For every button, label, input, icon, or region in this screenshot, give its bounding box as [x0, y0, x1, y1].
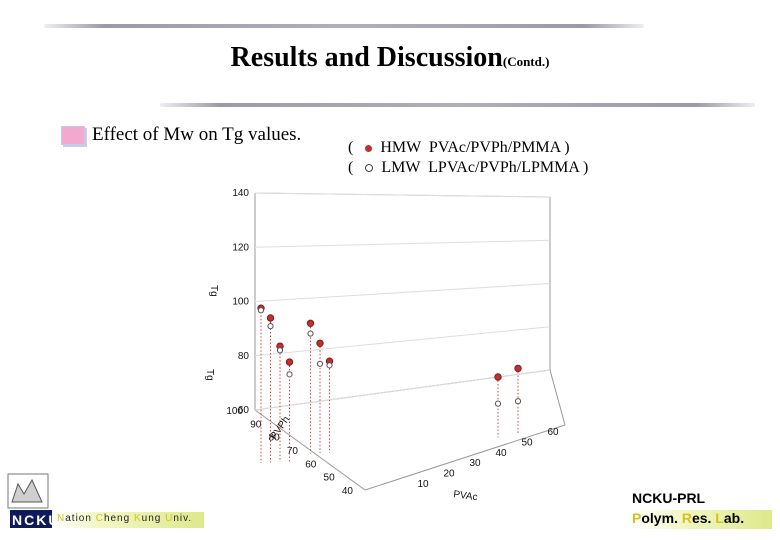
footer-left-initial: C — [95, 513, 104, 524]
gridline-tg — [254, 326, 551, 357]
footer-right-word: es. — [691, 510, 716, 526]
bullet-square-icon — [61, 126, 85, 145]
legend-close-paren: ) — [564, 139, 570, 156]
tick-label-pvph: 90 — [250, 419, 262, 430]
footer-left-initial: U — [165, 513, 174, 524]
page-title: Results and Discussion(Contd.) — [0, 42, 780, 74]
tick-label-tg: 100 — [232, 297, 249, 308]
floor-front-edge — [364, 424, 566, 491]
footer-left-initial: K — [133, 513, 142, 524]
tick-label-pvac: 50 — [521, 437, 533, 448]
gridline-tg — [254, 369, 551, 411]
legend-close-paren: ) — [583, 159, 589, 176]
point-lmw — [257, 307, 265, 314]
footer-right-word: ab. — [723, 510, 745, 526]
point-hmw — [514, 364, 522, 373]
open-dot-icon — [365, 164, 374, 173]
page-title-suffix: (Contd.) — [502, 54, 550, 69]
tick-label-pvac: 60 — [547, 427, 559, 438]
tick-label-pvac: 20 — [443, 469, 455, 480]
footer-left-bar — [52, 512, 204, 528]
footer-left-word: ation — [65, 513, 96, 524]
footer-right-initial: P — [632, 510, 642, 526]
footer-right-initial: L — [715, 510, 724, 526]
point-hmw — [316, 339, 324, 348]
footer-right-word: olym. — [641, 510, 682, 526]
footer-lab-code: NCKU-PRL — [632, 490, 706, 506]
tick-label-pvph: 40 — [342, 486, 354, 497]
footer-university-name: Nation Cheng Kung Univ. — [57, 513, 192, 524]
point-hmw — [306, 319, 315, 328]
header-decor-line-top — [44, 24, 644, 28]
tick-label-pvph: 60 — [305, 459, 317, 470]
floor-right-edge — [549, 369, 566, 426]
header-decor-line-bottom — [160, 103, 755, 107]
tick-label-pvac: 40 — [495, 448, 507, 459]
legend-open-paren: ( — [348, 159, 354, 176]
point-lmw — [316, 360, 324, 367]
legend-open-paren: ( — [348, 139, 354, 156]
tick-label-pvac: 10 — [417, 479, 429, 490]
footer-right-bar — [632, 510, 772, 529]
gridline-tg — [254, 239, 551, 248]
tg-3d-scatter-chart: 1401201008060TgTg100908070605040PVPh1020… — [204, 188, 566, 500]
footer-left-word: niv. — [173, 513, 193, 524]
ncku-logo-icon — [7, 473, 52, 528]
gridline-tg — [254, 192, 551, 198]
point-hmw — [494, 373, 502, 381]
page-title-main: Results and Discussion — [230, 42, 503, 73]
legend-lmw: ( LMW LPVAc/PVPh/LPMMA ) — [340, 141, 588, 177]
point-hmw — [285, 358, 294, 366]
axis-label-tg-secondary: Tg — [204, 369, 215, 381]
tick-label-pvph: 100 — [226, 406, 243, 417]
tick-label-pvph: 50 — [324, 473, 336, 484]
point-lmw — [267, 323, 274, 330]
tick-label-tg: 60 — [238, 405, 250, 416]
footer-left-initial: N — [57, 513, 66, 524]
point-lmw — [494, 400, 502, 407]
chart-ticks: 1401201008060TgTg100908070605040PVPh1020… — [204, 188, 559, 500]
tick-label-tg: 140 — [232, 188, 249, 199]
tick-label-pvph: 70 — [287, 446, 299, 457]
axis-label-tg: Tg — [208, 285, 219, 297]
legend-hmw: ( HMW PVAc/PVPh/PMMA ) — [340, 121, 570, 157]
tick-label-pvph: 80 — [269, 433, 281, 444]
point-hmw — [266, 314, 275, 322]
tick-label-tg: 80 — [238, 351, 250, 362]
chart-marks — [257, 304, 522, 463]
point-lmw — [326, 362, 333, 369]
footer-left-word: heng — [103, 513, 134, 524]
point-lmw — [276, 347, 284, 354]
point-lmw — [286, 371, 293, 378]
legend-lmw-label: LMW LPVAc/PVPh/LPMMA — [381, 159, 579, 176]
point-lmw — [514, 398, 522, 405]
axis-label-pvac: PVAc — [453, 489, 479, 500]
footer-lab-name: Polym. Res. Lab. — [632, 510, 744, 526]
tick-label-tg: 120 — [232, 242, 249, 253]
footer-right-initial: R — [681, 510, 692, 526]
filled-dot-icon — [365, 144, 373, 152]
legend-hmw-label: HMW PVAc/PVPh/PMMA — [380, 139, 561, 156]
tick-label-pvac: 30 — [469, 458, 481, 469]
chart-frame — [254, 192, 566, 491]
gridline-tg — [254, 283, 551, 302]
logo-text: NCKU — [12, 512, 61, 528]
bullet-text: Effect of Mw on Tg values. — [92, 124, 302, 145]
footer-left-word: ung — [141, 513, 166, 524]
point-lmw — [307, 330, 314, 337]
